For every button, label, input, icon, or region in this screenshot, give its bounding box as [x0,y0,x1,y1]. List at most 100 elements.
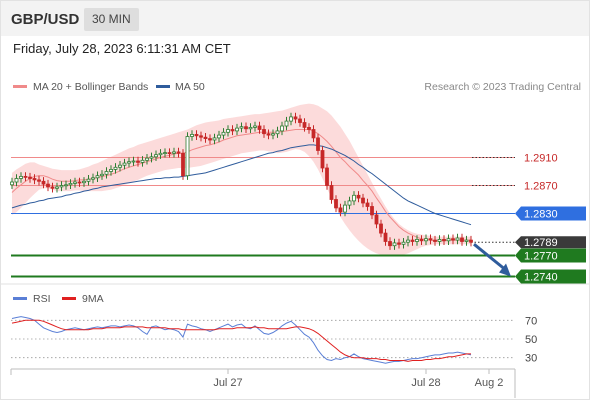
resistance-label-1.2910: 1.2910 [524,153,558,165]
candle-body [460,237,464,242]
rsi-ma-legend-label: 9MA [82,293,104,305]
candle-body [118,164,122,168]
ma20-legend-swatch [13,85,27,88]
candle-body [316,137,320,151]
candle-body [334,199,338,209]
candle-body [194,133,199,137]
ma20-legend-label: MA 20 + Bollinger Bands [33,81,148,93]
candle-body [343,204,347,213]
candle-body [41,180,46,185]
interval-button[interactable]: 30 MIN [84,8,139,31]
candle-body [424,238,428,242]
candle-body [136,160,140,163]
candle-body [428,238,433,241]
ma50-legend-swatch [156,85,170,88]
candle-body [244,126,248,130]
top-bar: GBP/USD 30 MIN [1,1,589,36]
candle-body [91,177,95,180]
candle-body [10,181,14,186]
support-label-box-1.2770 [515,248,586,263]
candle-body [217,134,221,139]
candle-body [347,200,352,206]
candles [10,112,511,277]
candle-body [212,137,217,141]
candle-body [271,133,275,136]
candle-body [320,150,325,169]
candle-body [248,127,253,130]
ma50-legend-label: MA 50 [175,81,205,93]
support-label-1.2740: 1.2740 [524,272,558,284]
candle-body [46,183,50,188]
x-axis: Jul 27 Jul 28 Aug 2 [213,369,503,389]
support-label-1.2770: 1.2770 [524,251,558,263]
candle-body [131,160,136,163]
candle-body [329,185,334,200]
rsi-tick-50: 50 [525,334,537,346]
candle-body [356,194,361,199]
candle-body [388,241,392,247]
candle-body [28,176,32,179]
candle-body [370,206,374,216]
candle-body [73,181,77,184]
candle-body [239,126,244,129]
candle-body [374,214,379,225]
candle-body [293,116,298,120]
candle-body [100,173,104,177]
candle-body [352,194,356,202]
rsi-tick-70: 70 [525,315,537,327]
candle-body [154,154,158,158]
candle-body [158,152,163,156]
candle-body [325,167,329,186]
ma50-line [11,144,472,226]
candle-body [433,239,437,242]
candle-body [19,175,23,179]
candle-body [397,242,401,245]
candle-body [262,129,266,135]
resistance-label-1.2870: 1.2870 [524,181,558,193]
rsi-pane: 70 50 30 [11,315,537,365]
candle-body [185,136,190,177]
rsi-ma-line [11,319,471,362]
candle-body [410,239,415,242]
pivot-label-1.2830: 1.2830 [524,209,558,221]
candle-body [149,156,154,159]
x-tick-label: Jul 28 [411,377,440,389]
candle-body [59,185,64,188]
x-tick-label: Jul 27 [213,377,242,389]
symbol-title: GBP/USD [11,11,80,28]
rsi-legend-swatch [13,297,27,300]
candle-body [208,138,212,141]
candle-body [163,152,167,155]
rsi-ma-legend-swatch [62,297,76,300]
rsi-legend: RSI 9MA [13,293,104,305]
candle-body [311,129,316,139]
candle-body [82,180,86,184]
candle-body [365,202,370,207]
candle-body [68,182,73,186]
forecast-arrow-shaft [473,243,505,270]
candle-body [190,133,194,137]
candle-body [221,131,226,136]
candle-body [235,127,239,132]
credit-text: Research © 2023 Trading Central [424,81,581,93]
candle-body [379,223,383,234]
candle-body [275,130,280,135]
candle-body [469,239,473,243]
candle-body [284,120,289,127]
candle-body [127,161,131,164]
candle-body [95,175,100,179]
candle-body [122,162,127,166]
last-price-label: 1.2789 [524,237,558,249]
candle-body [307,127,311,130]
candle-body [266,133,271,136]
candle-body [50,186,55,189]
candle-body [455,237,460,241]
candle-body [181,152,185,177]
candle-body [32,178,37,181]
rsi-line [11,316,472,364]
candle-body [23,175,28,178]
candle-body [55,186,59,189]
candle-body [104,171,109,175]
candle-body [302,122,307,128]
